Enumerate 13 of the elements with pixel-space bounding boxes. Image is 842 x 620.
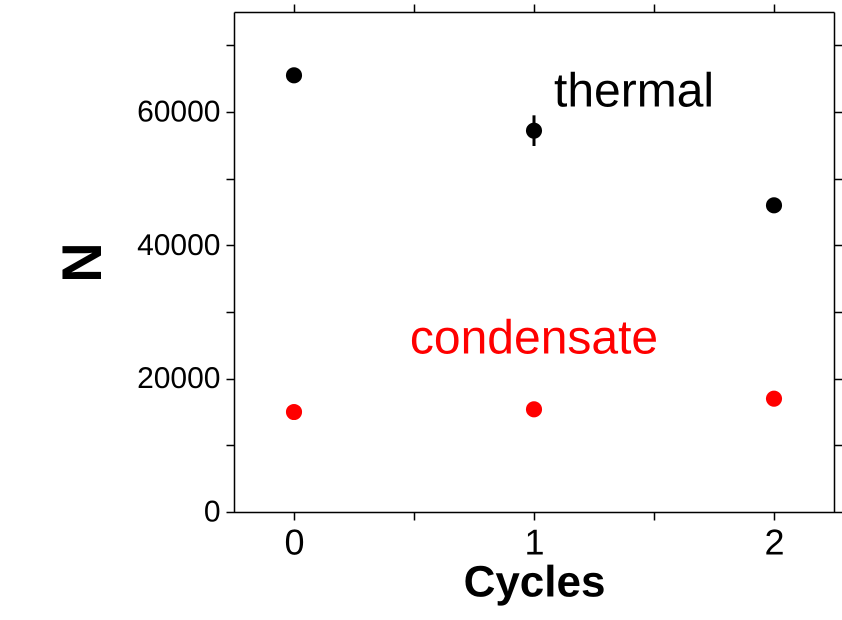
y-tick-label: 20000 <box>137 362 220 396</box>
x-tick-label: 0 <box>284 522 305 562</box>
point <box>286 67 302 84</box>
y-tick-label: 60000 <box>137 96 220 128</box>
y-tick-label: 40000 <box>137 228 220 262</box>
legend-label: thermal <box>554 64 714 118</box>
series-label: condensate <box>410 311 658 364</box>
y-tick-label: 0 <box>204 496 220 528</box>
point <box>526 401 542 418</box>
x-tick-label: 2 <box>764 522 785 562</box>
point <box>286 404 302 420</box>
point <box>766 390 782 407</box>
y-axis-title: N <box>50 242 114 283</box>
